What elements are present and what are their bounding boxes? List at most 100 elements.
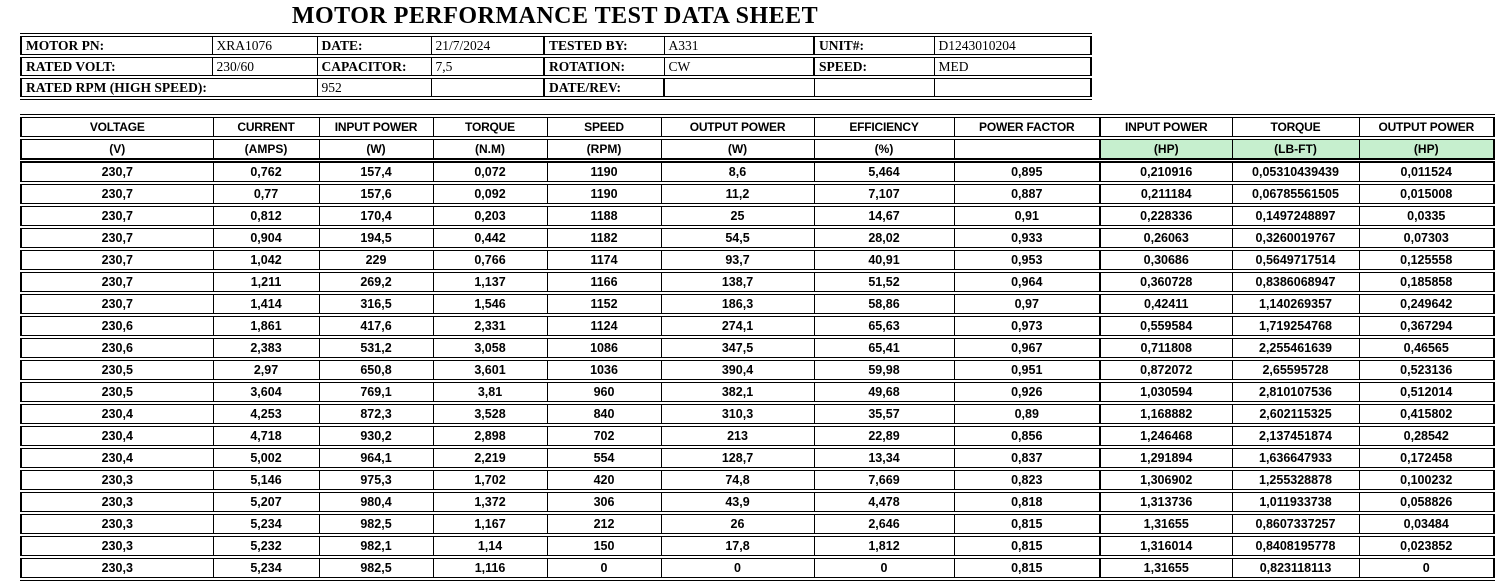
table-cell: 2,65595728 — [1231, 357, 1360, 383]
table-cell: 230,4 — [20, 401, 214, 427]
unit-cell — [953, 136, 1101, 163]
table-row: 230,3 5,234 982,5 1,167 212 26 2,646 0,8… — [20, 511, 1495, 537]
table-cell: 0,415802 — [1358, 401, 1495, 427]
table-cell: 1,546 — [432, 291, 548, 317]
table-cell: 2,383 — [212, 335, 320, 361]
table-cell: 0,887 — [953, 181, 1101, 207]
table-cell: 230,5 — [20, 357, 214, 383]
table-cell: 1,167 — [432, 511, 548, 537]
table-cell: 310,3 — [660, 401, 815, 427]
table-cell: 0,812 — [212, 203, 320, 229]
table-cell: 5,002 — [212, 445, 320, 471]
column-header-output-power-hp: OUTPUT POWER — [1358, 114, 1495, 140]
unit-cell: (N.M) — [432, 136, 548, 163]
table-cell: 7,669 — [813, 467, 955, 493]
table-cell: 1,861 — [212, 313, 320, 339]
table-cell: 0 — [813, 555, 955, 581]
table-cell: 0,442 — [432, 225, 548, 251]
table-cell: 0,249642 — [1358, 291, 1495, 317]
table-cell: 1,255328878 — [1231, 467, 1360, 493]
table-row: 230,7 1,042 229 0,766 1174 93,7 40,91 0,… — [20, 247, 1495, 273]
table-cell: 0,100232 — [1358, 467, 1495, 493]
table-cell: 1,812 — [813, 533, 955, 559]
table-cell: 194,5 — [318, 225, 434, 251]
table-cell: 0,973 — [953, 313, 1101, 339]
column-header-torque-lbft: TORQUE — [1231, 114, 1360, 140]
table-cell: 230,3 — [20, 533, 214, 559]
performance-table: VOLTAGE CURRENT INPUT POWER TORQUE SPEED… — [20, 114, 1495, 581]
table-cell: 5,234 — [212, 555, 320, 581]
table-cell: 65,63 — [813, 313, 955, 339]
table-cell: 390,4 — [660, 357, 815, 383]
table-cell: 1036 — [546, 357, 662, 383]
table-cell: 0,837 — [953, 445, 1101, 471]
table-cell: 0,766 — [432, 247, 548, 273]
table-cell: 531,2 — [318, 335, 434, 361]
column-header-output-power-w: OUTPUT POWER — [660, 114, 815, 140]
table-cell: 0,30686 — [1099, 247, 1233, 273]
table-cell: 0,07303 — [1358, 225, 1495, 251]
table-cell: 1182 — [546, 225, 662, 251]
table-cell: 230,7 — [20, 158, 214, 185]
tested-by-value: A331 — [663, 33, 815, 58]
table-cell: 0,203 — [432, 203, 548, 229]
table-cell: 0,512014 — [1358, 379, 1495, 405]
table-cell: 0,823 — [953, 467, 1101, 493]
table-cell: 230,3 — [20, 511, 214, 537]
table-cell: 0,953 — [953, 247, 1101, 273]
rotation-value: CW — [663, 54, 815, 79]
table-cell: 1,31655 — [1099, 511, 1233, 537]
table-cell: 0,926 — [953, 379, 1101, 405]
table-cell: 982,5 — [318, 511, 434, 537]
info-cell-empty — [430, 75, 545, 100]
table-cell: 0,172458 — [1358, 445, 1495, 471]
table-cell: 0,367294 — [1358, 313, 1495, 339]
table-cell: 1,211 — [212, 269, 320, 295]
table-cell: 0,97 — [953, 291, 1101, 317]
capacitor-value: 7,5 — [430, 54, 545, 79]
table-cell: 930,2 — [318, 423, 434, 449]
table-cell: 274,1 — [660, 313, 815, 339]
table-cell: 51,52 — [813, 269, 955, 295]
table-cell: 1,414 — [212, 291, 320, 317]
speed-value: MED — [933, 54, 1092, 79]
table-cell: 1,137 — [432, 269, 548, 295]
info-row-2: RATED VOLT: 230/60 CAPACITOR: 7,5 ROTATI… — [20, 54, 1092, 79]
table-cell: 0,895 — [953, 158, 1101, 185]
table-cell: 1,636647933 — [1231, 445, 1360, 471]
column-header-efficiency: EFFICIENCY — [813, 114, 955, 140]
table-cell: 1124 — [546, 313, 662, 339]
table-cell: 0,42411 — [1099, 291, 1233, 317]
table-cell: 230,3 — [20, 489, 214, 515]
table-cell: 0,125558 — [1358, 247, 1495, 273]
table-cell: 4,718 — [212, 423, 320, 449]
table-cell: 230,7 — [20, 225, 214, 251]
table-row: 230,3 5,146 975,3 1,702 420 74,8 7,669 0… — [20, 467, 1495, 493]
table-cell: 0,46565 — [1358, 335, 1495, 361]
table-row: 230,6 1,861 417,6 2,331 1124 274,1 65,63… — [20, 313, 1495, 339]
table-cell: 230,3 — [20, 467, 214, 493]
table-cell: 1,372 — [432, 489, 548, 515]
table-cell: 1,316014 — [1099, 533, 1233, 559]
table-cell: 0 — [546, 555, 662, 581]
table-cell: 170,4 — [318, 203, 434, 229]
table-cell: 0,360728 — [1099, 269, 1233, 295]
table-cell: 1,246468 — [1099, 423, 1233, 449]
motor-pn-value: XRA1076 — [211, 33, 318, 58]
column-header-torque-nm: TORQUE — [432, 114, 548, 140]
table-cell: 4,253 — [212, 401, 320, 427]
unit-cell: (V) — [20, 136, 214, 163]
table-row: 230,7 0,762 157,4 0,072 1190 8,6 5,464 0… — [20, 158, 1495, 185]
table-row: 230,3 5,234 982,5 1,116 0 0 0 0,815 1,31… — [20, 555, 1495, 581]
table-cell: 0,015008 — [1358, 181, 1495, 207]
table-cell: 2,137451874 — [1231, 423, 1360, 449]
table-cell: 3,528 — [432, 401, 548, 427]
speed-label: SPEED: — [813, 54, 935, 79]
table-row: 230,7 1,414 316,5 1,546 1152 186,3 58,86… — [20, 291, 1495, 317]
table-cell: 0,210916 — [1099, 158, 1233, 185]
table-row: 230,5 2,97 650,8 3,601 1036 390,4 59,98 … — [20, 357, 1495, 383]
table-cell: 306 — [546, 489, 662, 515]
table-cell: 5,146 — [212, 467, 320, 493]
table-cell: 554 — [546, 445, 662, 471]
table-cell: 769,1 — [318, 379, 434, 405]
